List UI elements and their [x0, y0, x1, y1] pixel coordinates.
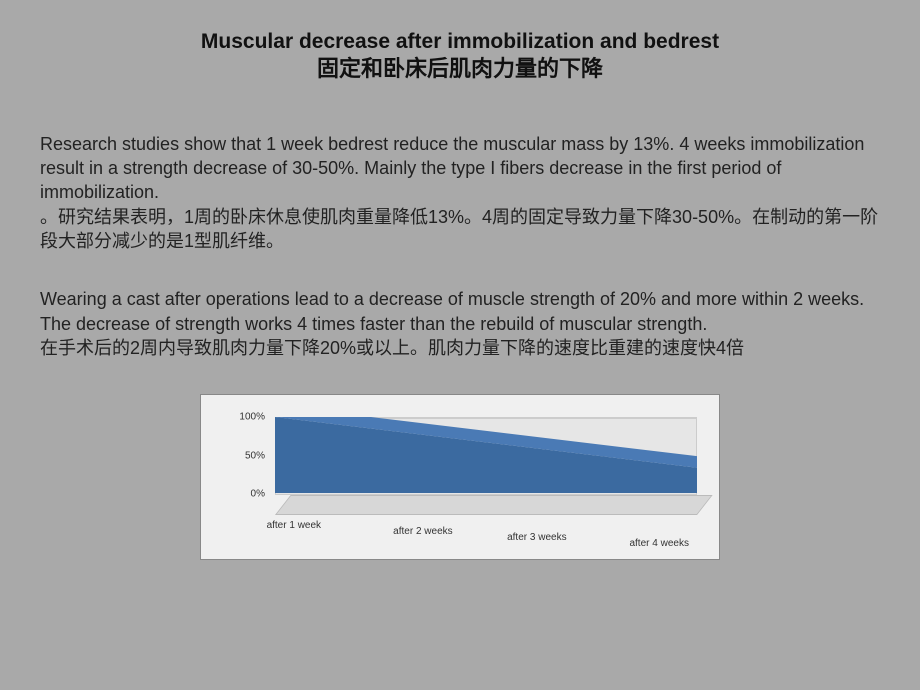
ytick-50: 50% — [219, 451, 265, 462]
para2-en: Wearing a cast after operations lead to … — [40, 287, 880, 336]
xcat-2: after 2 weeks — [393, 526, 452, 537]
title-en: Muscular decrease after immobilization a… — [40, 28, 880, 55]
paragraph-1: Research studies show that 1 week bedres… — [40, 132, 880, 253]
para2-zh: 在手术后的2周内导致肌肉力量下降20%或以上。肌肉力量下降的速度比重建的速度快4… — [40, 336, 880, 360]
xcat-4: after 4 weeks — [629, 538, 688, 549]
chart-container: 100% 50% 0% after 1 week after 2 weeks a — [200, 394, 720, 560]
chart-inner: 100% 50% 0% after 1 week after 2 weeks a — [215, 409, 705, 549]
ytick-0: 0% — [219, 488, 265, 499]
area3d-svg — [275, 417, 697, 495]
para1-en: Research studies show that 1 week bedres… — [40, 132, 880, 205]
slide: Muscular decrease after immobilization a… — [0, 0, 920, 690]
title-block: Muscular decrease after immobilization a… — [40, 28, 880, 84]
xcat-3: after 3 weeks — [507, 532, 566, 543]
chart-series — [275, 417, 697, 495]
title-zh: 固定和卧床后肌肉力量的下降 — [40, 55, 880, 84]
chart-plot: 100% 50% 0% after 1 week after 2 weeks a — [275, 417, 697, 515]
chart-floor — [275, 495, 713, 515]
para1-zh: 。研究结果表明，1周的卧床休息使肌肉重量降低13%。4周的固定导致力量下降30-… — [40, 205, 880, 254]
ytick-100: 100% — [219, 412, 265, 423]
paragraph-2: Wearing a cast after operations lead to … — [40, 287, 880, 360]
xcat-1: after 1 week — [267, 520, 321, 531]
